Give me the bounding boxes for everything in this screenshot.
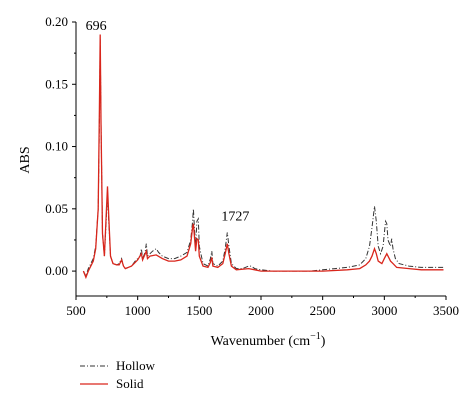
ticks-layer: 500 1000 1500 2000 2500 3000 3500 0.00 0.05 0.10 0… — [45, 14, 459, 318]
x-tick-label: 3500 — [433, 303, 459, 318]
peak-annotation-1727: 1727 — [221, 209, 249, 224]
legend-label-hollow: Hollow — [116, 358, 156, 373]
x-tick-label: 2000 — [248, 303, 274, 318]
x-axis-label-main: Wavenumber (cm — [211, 334, 311, 349]
series-line-solid — [82, 34, 444, 280]
x-axis-label: Wavenumber (cm−1) — [211, 331, 326, 349]
y-tick-label: 0.10 — [45, 139, 68, 154]
y-tick-label: 0.05 — [45, 201, 68, 216]
y-tick-label: 0.20 — [45, 14, 68, 29]
x-axis-label-superscript: −1 — [310, 331, 321, 342]
x-tick-label: 2500 — [310, 303, 336, 318]
legend: Hollow Solid — [80, 358, 156, 391]
x-axis-label-suffix: ) — [321, 334, 326, 349]
y-axis-label: ABS — [18, 146, 33, 173]
legend-label-solid: Solid — [116, 376, 144, 391]
annotation-layer: 696 1727 — [86, 19, 250, 224]
x-tick-label: 500 — [66, 303, 86, 318]
peak-annotation-696: 696 — [86, 19, 107, 34]
y-tick-label: 0.00 — [45, 263, 68, 278]
axes-layer — [75, 22, 446, 297]
series-line-hollow — [82, 39, 444, 278]
x-tick-label: 3000 — [371, 303, 397, 318]
series-layer — [82, 34, 444, 280]
x-tick-label: 1000 — [125, 303, 151, 318]
y-tick-label: 0.15 — [45, 76, 68, 91]
x-tick-label: 1500 — [186, 303, 212, 318]
